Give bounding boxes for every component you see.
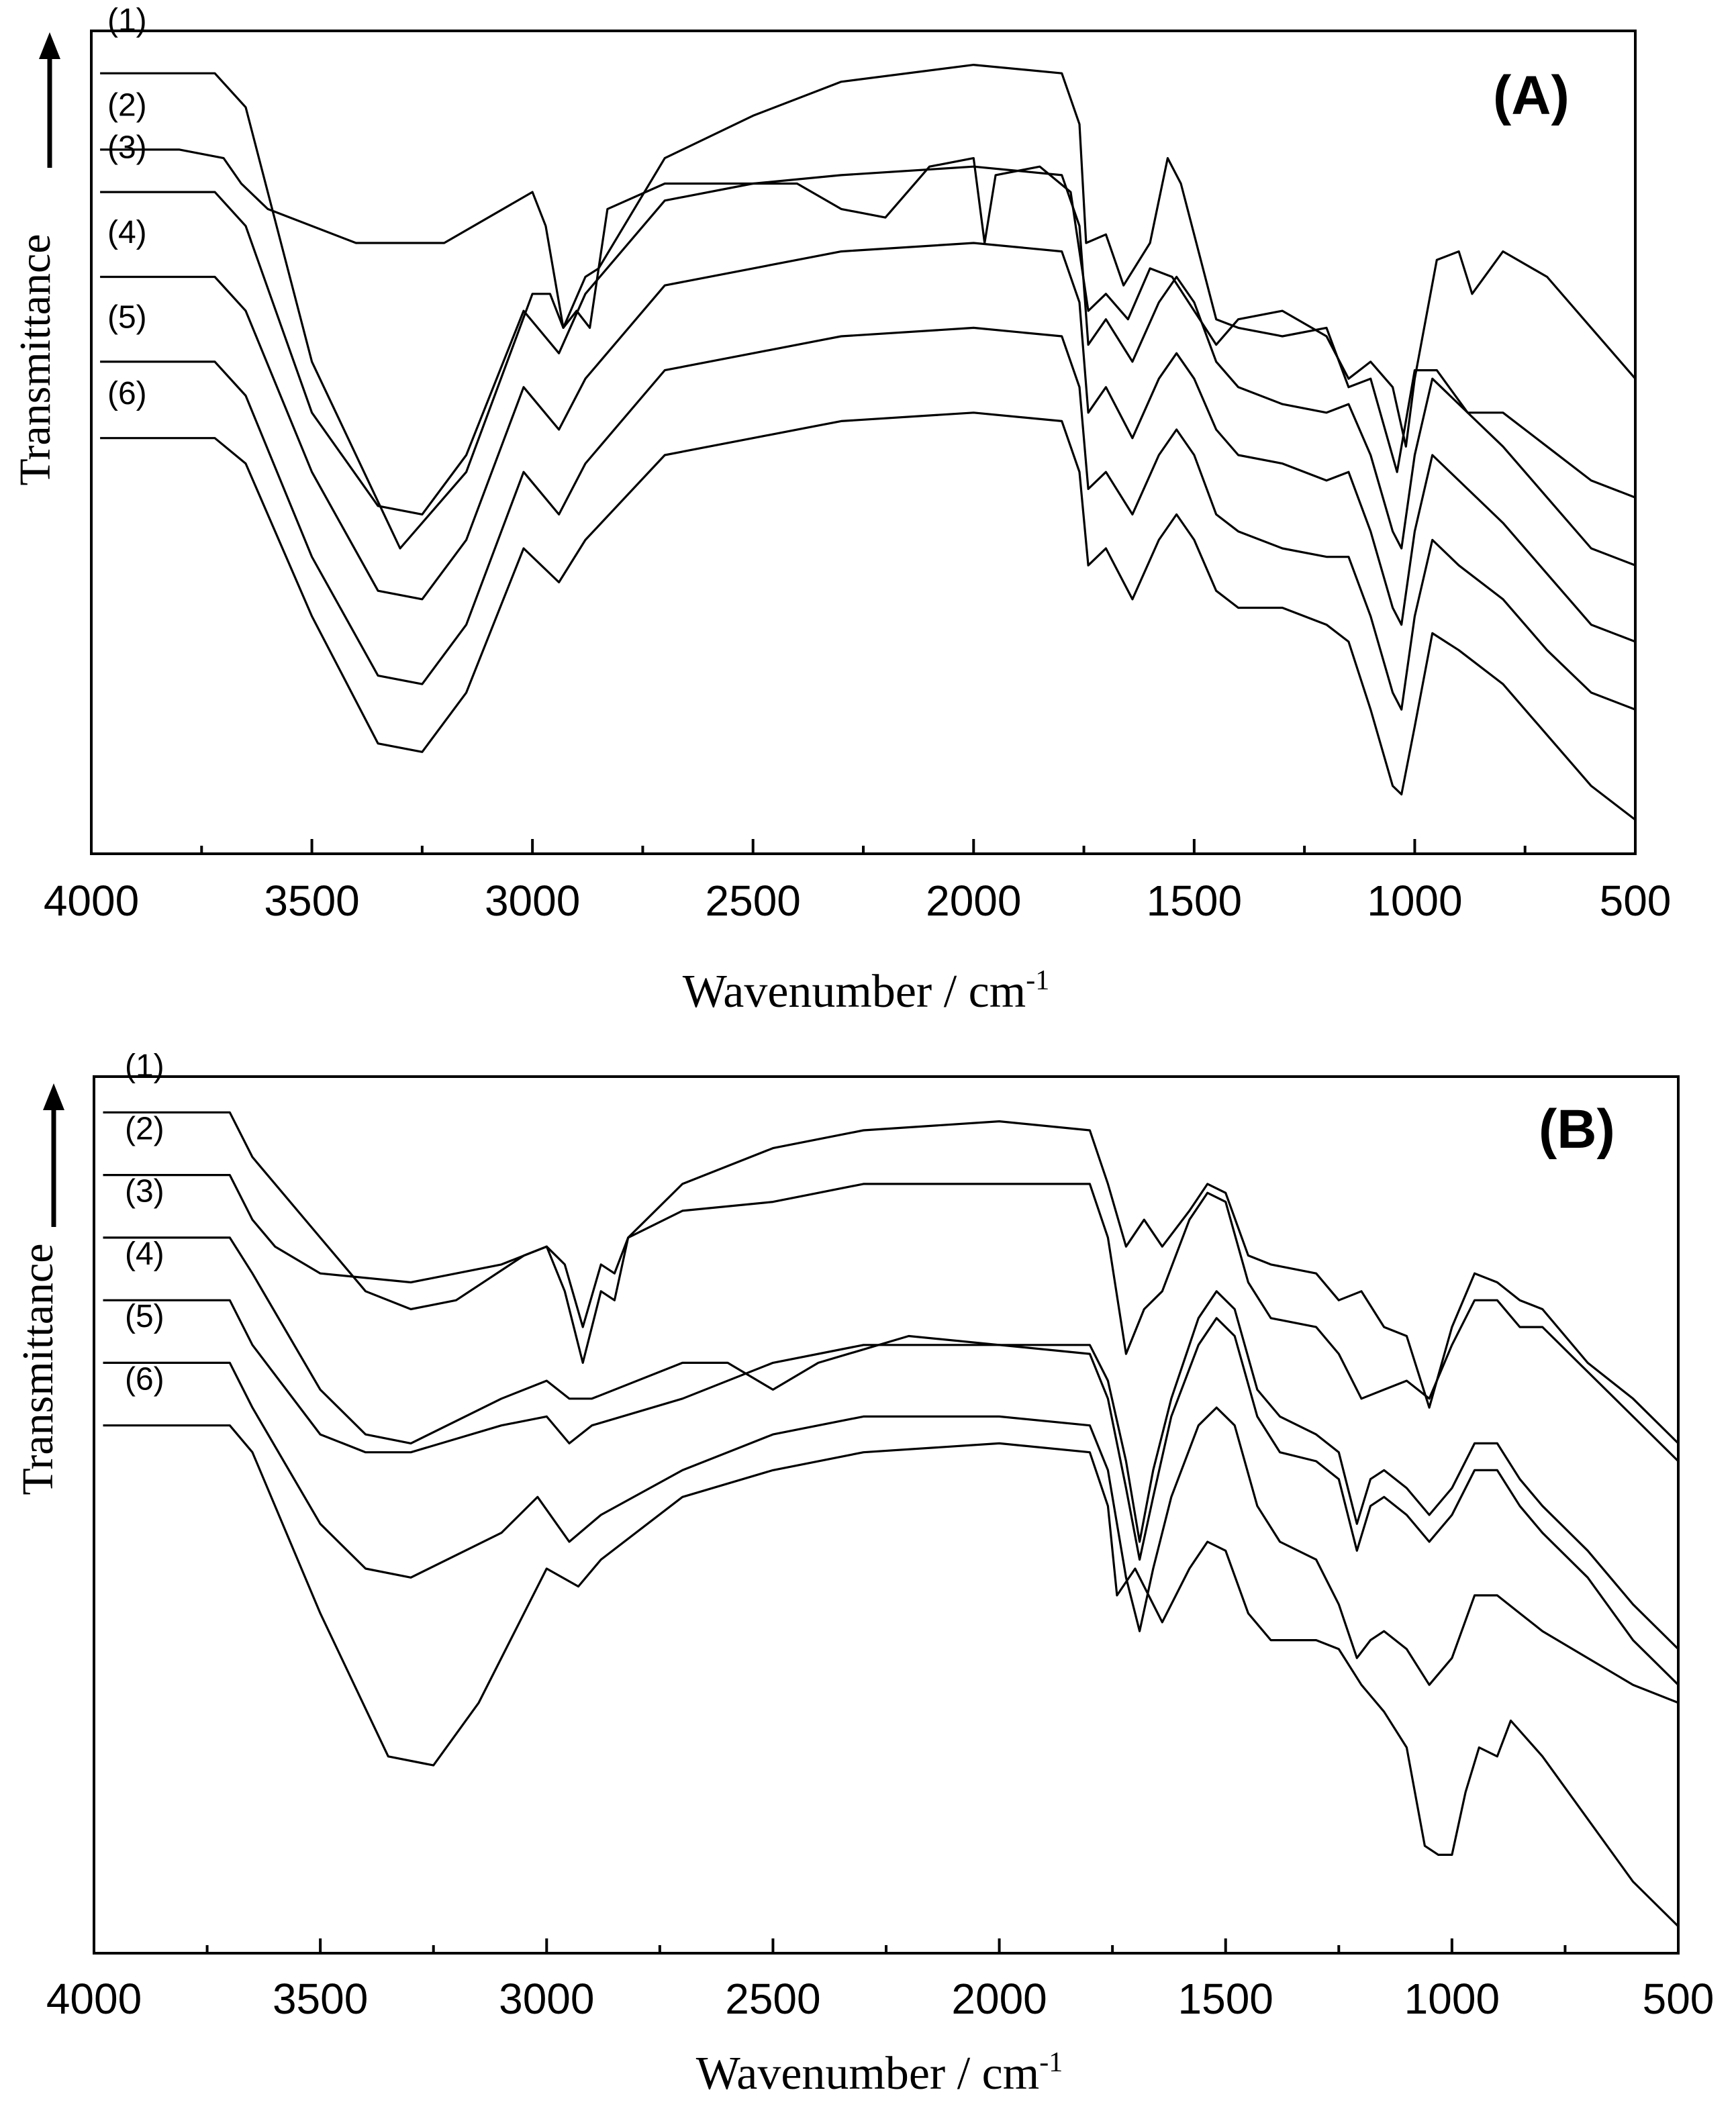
panel-b-x-axis-title-sup: -1 [1039,2047,1063,2078]
panel-a-x-axis-title: Wavenumber / cm-1 [683,965,1049,1018]
panel-b-x-ticks: 4000 3500 3000 2500 2000 1500 1000 500 [46,1938,1715,2023]
panel-b-curve-label-5: (5) [125,1299,164,1334]
panel-b-x-tick-label: 500 [1643,1975,1715,2023]
panel-b-label: (B) [1539,1099,1615,1160]
panel-b-curve-label-4: (4) [125,1236,164,1272]
panel-a-x-tick-label: 1000 [1367,877,1462,925]
panel-a-curve-label-6: (6) [107,376,147,411]
panel-b-curve-label-6: (6) [125,1361,164,1397]
panel-b-x-tick-label: 3500 [273,1975,368,2023]
panel-b-curves [103,1111,1680,1928]
panel-b-plot-frame [93,1075,1680,1955]
panel-a-chart: 4000 3500 3000 2500 2000 1500 1000 500 (1) (2) (3… [11,3,1671,1018]
panel-b-y-axis-arrow [43,1083,64,1227]
panel-a-spectrum-2 [100,148,1637,448]
panel-a-spectrum-4 [100,242,1636,643]
panel-b-curve-label-3: (3) [125,1174,164,1210]
panel-b-x-tick-label: 2500 [725,1975,820,2023]
panel-a-curve-label-2: (2) [107,87,147,123]
panel-b-curve-label-1: (1) [125,1048,164,1084]
panel-b-spectrum-1 [103,1111,1680,1444]
panel-b-x-tick-label: 1000 [1404,1975,1500,2023]
panel-b-curve-label-2: (2) [125,1111,164,1146]
panel-a-x-axis-title-sup: -1 [1026,965,1049,996]
panel-b-x-axis-title: Wavenumber / cm-1 [696,2047,1063,2100]
panel-b-x-axis-title-text: Wavenumber / cm [696,2048,1039,2100]
panel-a-x-tick-label: 2000 [926,877,1021,925]
panel-a-x-tick-label: 4000 [44,877,139,925]
panel-a-curve-label-5: (5) [107,299,147,335]
panel-a-x-axis-title-text: Wavenumber / cm [683,966,1026,1018]
panel-a-spectrum-6 [100,411,1636,821]
panel-a-curve-label-3: (3) [107,130,147,166]
panel-a-x-tick-label: 1500 [1147,877,1242,925]
panel-b-chart: 4000 3500 3000 2500 2000 1500 1000 500 (1) (2) (3… [13,1048,1714,2100]
panel-a-x-tick-label: 2500 [706,877,801,925]
panel-b-spectrum-4 [103,1299,1680,1686]
panel-a-x-tick-label: 500 [1600,877,1672,925]
panel-a-x-tick-label: 3500 [264,877,359,925]
panel-a-spectrum-1 [100,64,1636,550]
panel-a-label: (A) [1493,65,1570,126]
panel-a-x-ticks: 4000 3500 3000 2500 2000 1500 1000 500 [44,839,1672,925]
panel-a-spectrum-5 [100,326,1636,711]
panel-b-spectrum-2 [103,1174,1680,1463]
panel-a-curve-label-1: (1) [107,3,147,38]
panel-b-spectrum-6 [103,1424,1680,1928]
panel-b-curve-labels: (1) (2) (3) (4) (5) (6) [125,1048,164,1397]
panel-b-x-tick-label: 4000 [46,1975,142,2023]
panel-a-curve-labels: (1) (2) (3) (4) (5) (6) [107,3,147,411]
panel-a-plot-frame [90,30,1637,855]
panel-a-y-axis-title: Transmittance [11,234,60,485]
panel-a-x-tick-label: 3000 [485,877,580,925]
panel-b-y-axis-title: Transmittance [13,1243,62,1495]
panel-a-y-axis-arrow [39,32,60,168]
panel-a-spectrum-3 [100,165,1636,566]
panel-b-x-tick-label: 2000 [951,1975,1047,2023]
panel-b-spectrum-5 [103,1361,1679,1704]
panel-a-curves [100,64,1637,821]
panel-b-spectrum-3 [103,1236,1680,1650]
panel-b-x-tick-label: 1500 [1178,1975,1273,2023]
panel-a-curve-label-4: (4) [107,215,147,250]
panel-b-x-tick-label: 3000 [499,1975,594,2023]
